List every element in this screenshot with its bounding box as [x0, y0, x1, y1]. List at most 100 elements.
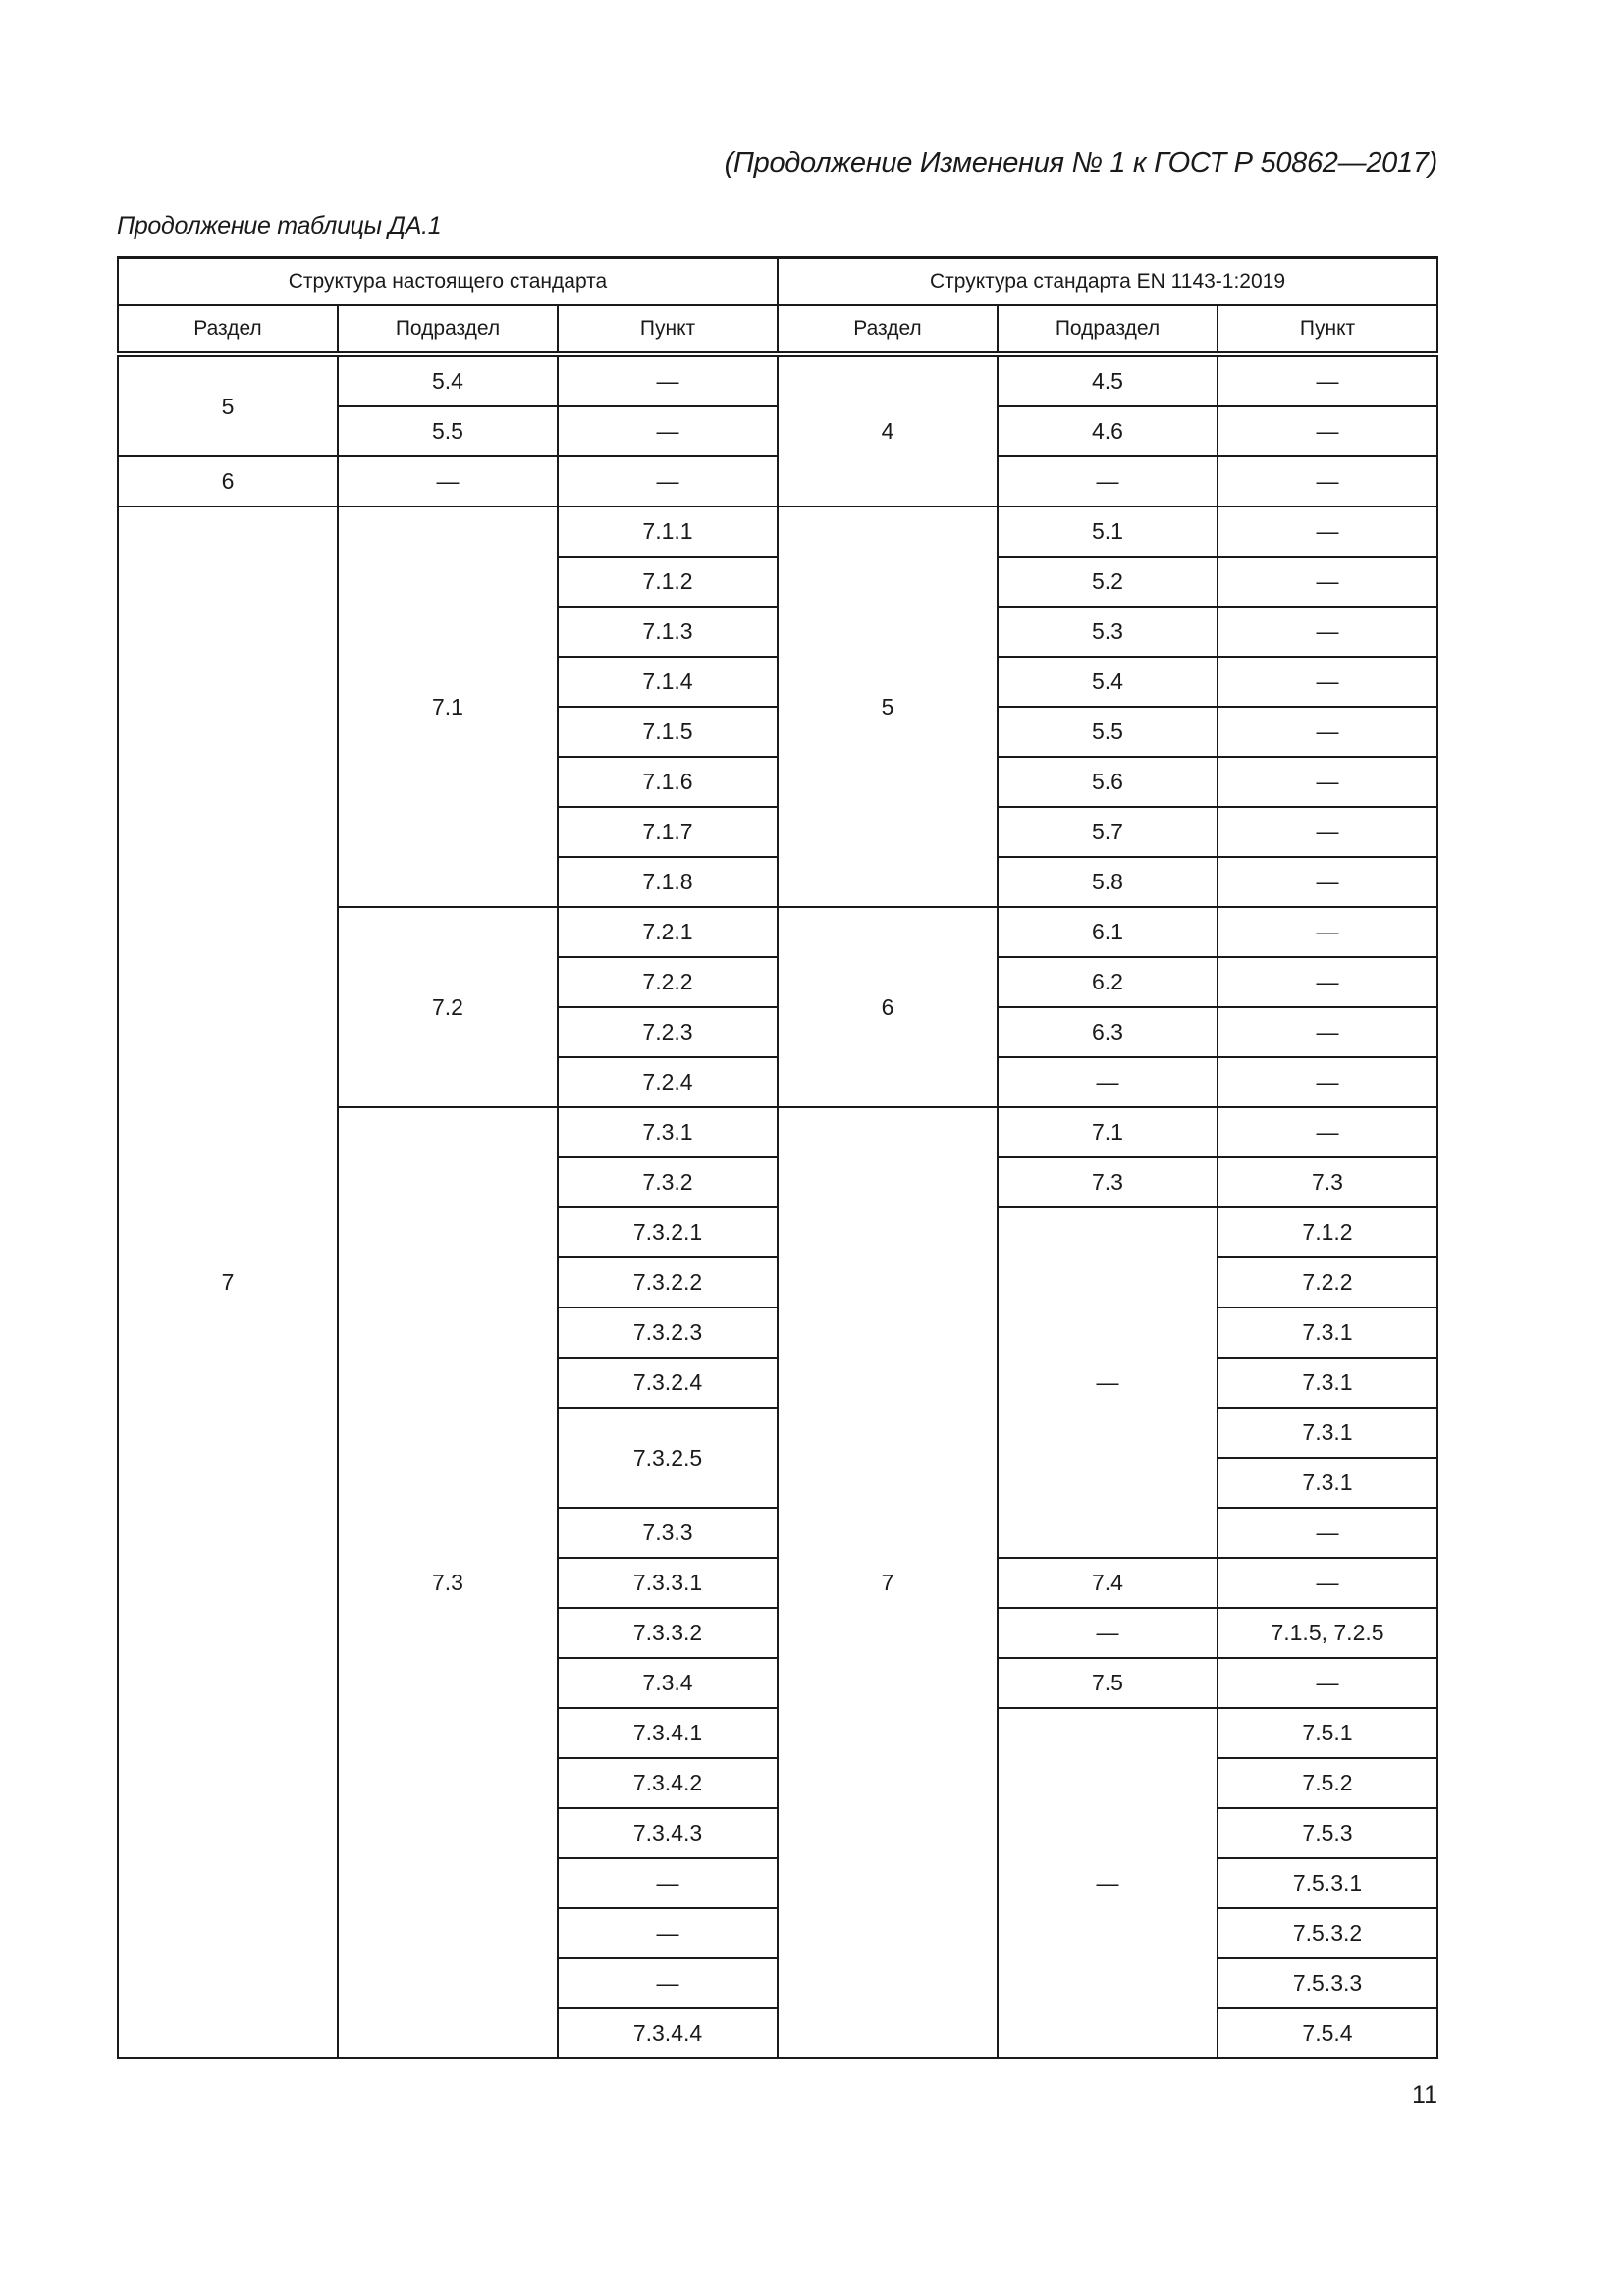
table-cell: 7.3.1 — [1217, 1357, 1438, 1409]
table-row: 7.1.5 5.5— — [118, 706, 1438, 758]
table-cell: 5 — [777, 506, 999, 908]
table-row: 5 5.4—4 4.5— — [117, 353, 1438, 507]
table-cell: — — [557, 405, 779, 457]
table-cell: 7.2.3 — [557, 1006, 779, 1058]
table-cell: — — [997, 1206, 1218, 1559]
table-cell: 7.1.1 — [557, 506, 779, 558]
table-cell: — — [1217, 606, 1438, 658]
table-cell: 5.1 — [997, 506, 1218, 558]
table-cell: 7.2 — [337, 906, 559, 1108]
table-cell: 7.1 — [997, 1106, 1218, 1158]
running-head: (Продолжение Изменения № 1 к ГОСТ Р 5086… — [724, 147, 1438, 179]
table-cell: — — [1217, 656, 1438, 708]
table-cell: — — [1217, 906, 1438, 958]
table-row: 7.3.2.5 7.3.1 — [118, 1407, 1438, 1509]
table-cell: 5.4 — [337, 353, 559, 407]
table-cell: 5 — [117, 353, 339, 457]
table-cell: — — [1217, 856, 1438, 908]
table-row: 7.3.2.4 7.3.1 — [118, 1357, 1438, 1409]
table-cell: 7.1.3 — [557, 606, 779, 658]
table-cell: 7.3 — [997, 1156, 1218, 1208]
table-cell: 7.5.3.3 — [1217, 1957, 1438, 2009]
table-cell: — — [557, 353, 779, 407]
table-row: 7.2.2 6.2— — [118, 956, 1438, 1008]
table-row: 5.5—4.6— — [118, 405, 1438, 457]
table-row: 7.3.2.2 7.2.2 — [118, 1256, 1438, 1308]
table-cell: 7.2.1 — [557, 906, 779, 958]
table-cell: 5.3 — [997, 606, 1218, 658]
table-cell: 7.1.5 — [557, 706, 779, 758]
column-header: Раздел — [117, 304, 339, 357]
table-cell: 7.3.1 — [1217, 1307, 1438, 1359]
table-row: 7.2 7.2.1 6 6.1— — [118, 906, 1438, 1108]
table-row: — 7.5.3.3 — [118, 1957, 1438, 2009]
table-cell: — — [1217, 1006, 1438, 1058]
table-cell: — — [1217, 1056, 1438, 1108]
table-row: 7.1.4 5.4— — [118, 656, 1438, 708]
table-cell: 7.3.1 — [1217, 1407, 1438, 1459]
group-header-en-standard: Структура стандарта EN 1143-1:2019 — [777, 256, 1438, 306]
table-row: 7.2.4 — — — [118, 1056, 1438, 1108]
table-row: 7.3.3.1 7.4— — [118, 1557, 1438, 1609]
column-header: Подраздел — [997, 304, 1218, 357]
table-cell: 7.1.5, 7.2.5 — [1217, 1607, 1438, 1659]
table-row: 7.3.2.1—7.1.2 — [118, 1206, 1438, 1559]
table-cell: 7.3.4 — [557, 1657, 779, 1709]
table-caption: Продолжение таблицы ДА.1 — [117, 212, 442, 240]
table-cell: 7.4 — [997, 1557, 1218, 1609]
table-cell: 7.2.4 — [557, 1056, 779, 1108]
table-cell: 6 — [777, 906, 999, 1108]
table-cell: — — [1217, 956, 1438, 1008]
table-cell: 7.2.2 — [557, 956, 779, 1008]
table-cell: 7.3 — [337, 1106, 559, 2059]
table-cell: 7.1 — [337, 506, 559, 908]
table-cell: 7.3 — [1217, 1156, 1438, 1208]
table-cell: — — [997, 1607, 1218, 1659]
table-row: — 7.5.3.1 — [118, 1857, 1438, 1909]
table-cell: 7.3.2.3 — [557, 1307, 779, 1359]
table-cell: 7.1.8 — [557, 856, 779, 908]
table-cell: 5.4 — [997, 656, 1218, 708]
group-header-row: Структура настоящего стандарта Структура… — [117, 256, 1438, 306]
table-cell: 7.3.2 — [557, 1156, 779, 1208]
table-cell: 5.8 — [997, 856, 1218, 908]
table-cell: 7.3.2.5 — [557, 1407, 779, 1509]
table-cell: 7.3.1 — [1217, 1457, 1438, 1509]
table-cell: — — [1217, 353, 1438, 407]
table-cell: — — [1217, 706, 1438, 758]
table-cell: 7.1.4 — [557, 656, 779, 708]
table-cell: — — [1217, 1106, 1438, 1158]
table-cell: 7.3.4.4 — [557, 2007, 779, 2059]
table-cell: 6.3 — [997, 1006, 1218, 1058]
table-row: 7.3.4.2 7.5.2 — [118, 1757, 1438, 1809]
table-cell: — — [337, 455, 559, 507]
table-cell: — — [1217, 455, 1438, 507]
table-row: 7.3.4.3 7.5.3 — [118, 1807, 1438, 1859]
table-cell: 7.3.2.2 — [557, 1256, 779, 1308]
group-header-this-standard: Структура настоящего стандарта — [117, 256, 779, 306]
table-row: 7 7.1 7.1.1 5 5.1— — [117, 506, 1438, 2059]
table-cell: 7.3.1 — [557, 1106, 779, 1158]
table-cell: 7.3.3.1 — [557, 1557, 779, 1609]
table-row: 6— — — — — [117, 455, 1438, 507]
table-cell: 7.5.3.2 — [1217, 1907, 1438, 1959]
table-cell: — — [557, 1907, 779, 1959]
table-row: 7.1.2 5.2— — [118, 556, 1438, 608]
table-row: 7.2.3 6.3— — [118, 1006, 1438, 1058]
table-cell: 7.3.3.2 — [557, 1607, 779, 1659]
table-cell: 7.2.2 — [1217, 1256, 1438, 1308]
table-cell: 7.3.3 — [557, 1507, 779, 1559]
table-cell: 7.5.2 — [1217, 1757, 1438, 1809]
table-cell: 7.5.3 — [1217, 1807, 1438, 1859]
table-cell: — — [557, 455, 779, 507]
table-cell: 4 — [777, 353, 999, 507]
column-header: Подраздел — [337, 304, 559, 357]
table-cell: — — [557, 1857, 779, 1909]
table-cell: — — [997, 1707, 1218, 2059]
table-cell: 7.5.1 — [1217, 1707, 1438, 1759]
table-cell: 7.1.7 — [557, 806, 779, 858]
table-cell: 7.1.6 — [557, 756, 779, 808]
table-row: 7.3.4 7.5— — [118, 1657, 1438, 1709]
table-row: 7.3.3.2 —7.1.5, 7.2.5 — [118, 1607, 1438, 1659]
table-cell: 7.1.2 — [1217, 1206, 1438, 1258]
